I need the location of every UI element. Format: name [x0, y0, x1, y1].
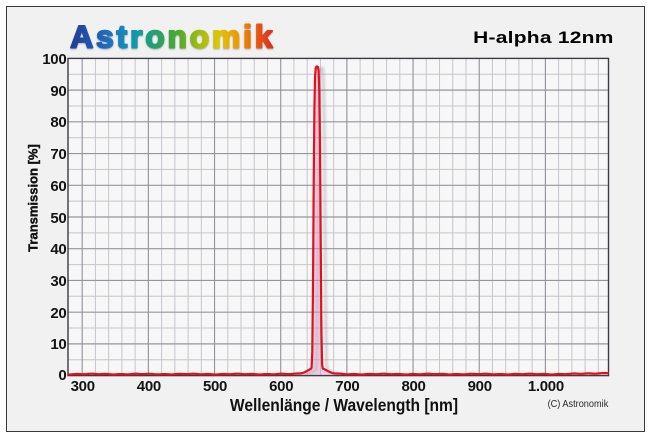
svg-text:Astronomik: Astronomik: [70, 18, 275, 54]
